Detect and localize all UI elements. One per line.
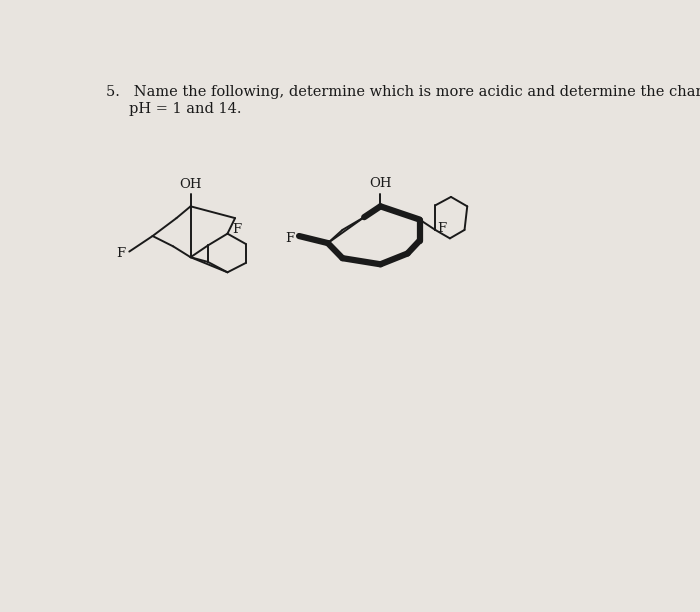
Text: F: F [286,232,295,245]
Text: pH = 1 and 14.: pH = 1 and 14. [106,102,242,116]
Text: OH: OH [369,177,392,190]
Text: F: F [438,222,447,234]
Text: 5.   Name the following, determine which is more acidic and determine the charge: 5. Name the following, determine which i… [106,85,700,99]
Text: F: F [232,223,241,236]
Text: F: F [116,247,125,261]
Text: OH: OH [179,178,202,191]
